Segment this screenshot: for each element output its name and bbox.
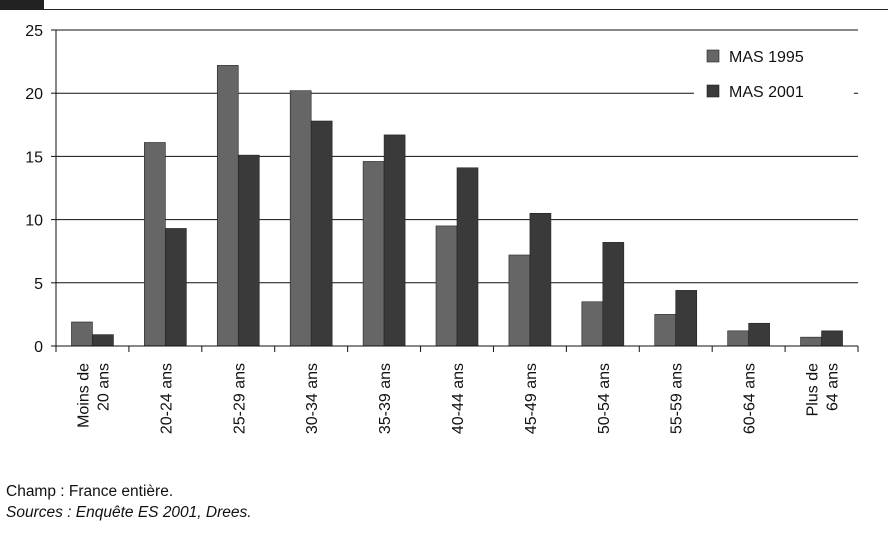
bar-mas-1995 bbox=[800, 336, 822, 347]
x-tick-label: 20-24 ans bbox=[158, 363, 175, 434]
bar-mas-1995 bbox=[216, 65, 239, 347]
bar-mas-2001 bbox=[310, 120, 333, 347]
x-tick-label: 25-29 ans bbox=[231, 363, 248, 434]
y-tick-label: 5 bbox=[34, 276, 43, 293]
bar-mas-1995 bbox=[289, 90, 312, 347]
bar-mas-1995 bbox=[71, 321, 93, 347]
x-tick-label-line: 25-29 ans bbox=[231, 363, 248, 434]
bar-mas-1995 bbox=[727, 330, 749, 347]
bar-mas-1995 bbox=[654, 314, 677, 347]
x-tick-label: 55-59 ans bbox=[669, 363, 686, 434]
x-tick-label: Plus de 64 ans bbox=[805, 363, 842, 416]
x-tick-label-line: 20 ans bbox=[95, 363, 112, 411]
bar-mas-2001 bbox=[748, 322, 770, 347]
age-distribution-bar-chart: 0 5 10 15 20 25 Moins de 20 ans 20-24 ans 25-29 … bbox=[0, 0, 888, 434]
legend-swatch bbox=[706, 49, 720, 63]
axes bbox=[55, 30, 859, 352]
bar-mas-1995 bbox=[144, 142, 166, 347]
bar-mas-2001 bbox=[383, 134, 406, 347]
bar-mas-2001 bbox=[675, 290, 698, 347]
bar-mas-2001 bbox=[92, 334, 114, 347]
x-tick-label-line: Plus de bbox=[805, 363, 822, 416]
x-tick-label: 35-39 ans bbox=[377, 363, 394, 434]
legend: MAS 1995 MAS 2001 bbox=[694, 43, 854, 105]
x-tick-label-line: Moins de bbox=[75, 363, 92, 428]
bar-mas-1995 bbox=[508, 254, 531, 347]
legend-box bbox=[694, 43, 854, 105]
bar-mas-2001 bbox=[165, 228, 187, 347]
x-tick-label: 60-64 ans bbox=[742, 363, 759, 434]
x-tick-label: Moins de 20 ans bbox=[75, 363, 112, 428]
y-tick-label: 25 bbox=[25, 23, 43, 40]
x-tick-label-line: 35-39 ans bbox=[377, 363, 394, 434]
header-tab-block bbox=[0, 0, 44, 10]
x-tick-label-line: 45-49 ans bbox=[523, 363, 540, 434]
x-tick-label: 30-34 ans bbox=[304, 363, 321, 434]
bar-mas-2001 bbox=[821, 330, 843, 347]
x-tick-label-line: 55-59 ans bbox=[669, 363, 686, 434]
x-tick-label-line: 30-34 ans bbox=[304, 363, 321, 434]
legend-label: MAS 2001 bbox=[729, 84, 804, 101]
x-tick-label-line: 20-24 ans bbox=[158, 363, 175, 434]
bar-mas-2001 bbox=[456, 167, 479, 347]
x-tick-label: 50-54 ans bbox=[596, 363, 613, 434]
x-tick-label: 45-49 ans bbox=[523, 363, 540, 434]
sources-note: Sources : Enquête ES 2001, Drees. bbox=[6, 504, 252, 521]
bars bbox=[71, 65, 843, 347]
y-tick-label: 20 bbox=[25, 86, 43, 103]
x-tick-label: 40-44 ans bbox=[450, 363, 467, 434]
x-axis-ticks: Moins de 20 ans 20-24 ans 25-29 ans 30-34 an… bbox=[75, 363, 841, 434]
bar-mas-1995 bbox=[435, 225, 458, 347]
y-axis-ticks: 0 5 10 15 20 25 bbox=[25, 23, 56, 356]
bar-mas-2001 bbox=[529, 212, 552, 347]
bar-mas-1995 bbox=[581, 301, 604, 347]
x-tick-label-line: 50-54 ans bbox=[596, 363, 613, 434]
x-tick-label-line: 60-64 ans bbox=[742, 363, 759, 434]
bar-mas-1995 bbox=[362, 161, 385, 347]
x-tick-label-line: 40-44 ans bbox=[450, 363, 467, 434]
bar-mas-2001 bbox=[237, 154, 260, 347]
y-tick-label: 15 bbox=[25, 149, 43, 166]
legend-swatch bbox=[706, 84, 720, 98]
x-tick-label-line: 64 ans bbox=[825, 363, 842, 411]
y-tick-label: 0 bbox=[34, 339, 43, 356]
legend-label: MAS 1995 bbox=[729, 49, 804, 66]
bar-mas-2001 bbox=[602, 242, 625, 347]
chart-notes: Champ : France entière. Sources : Enquêt… bbox=[6, 481, 252, 523]
y-tick-label: 10 bbox=[25, 213, 43, 230]
scope-note: Champ : France entière. bbox=[6, 483, 174, 500]
